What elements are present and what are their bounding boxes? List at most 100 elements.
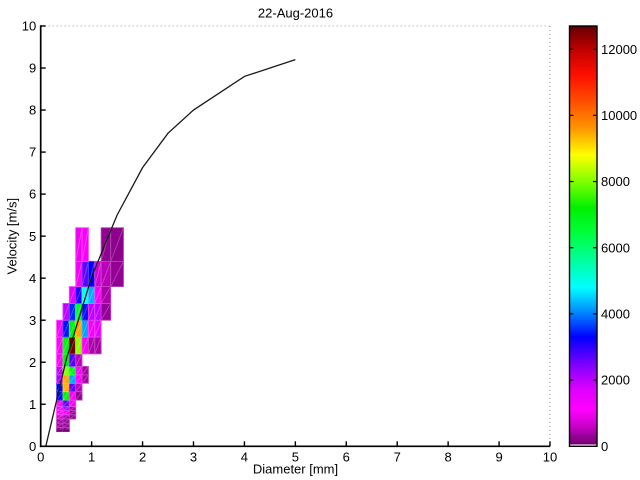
cell-diagonal <box>62 410 70 416</box>
cell-diagonal <box>56 418 64 424</box>
heatmap-cell <box>62 302 70 321</box>
cell-diagonal <box>62 422 70 428</box>
heatmap-cell <box>62 382 70 393</box>
heatmap-cell <box>75 365 83 376</box>
heatmap-cell <box>56 336 64 355</box>
heatmap-cell <box>75 260 83 288</box>
cell-diagonal <box>68 382 77 392</box>
y-tick-label: 3 <box>29 313 36 328</box>
cell-diagonal <box>56 422 64 428</box>
heatmap-cell <box>68 319 77 338</box>
cell-diagonal <box>56 320 64 338</box>
heatmap-cell <box>56 399 64 407</box>
cell-diagonal <box>56 336 64 354</box>
cell-diagonal <box>81 261 89 287</box>
cell-diagonal <box>75 374 83 384</box>
cell-diagonal <box>68 303 77 321</box>
x-tick-label: 9 <box>495 450 502 465</box>
cell-diagonal <box>62 418 70 424</box>
cell-diagonal <box>94 261 102 287</box>
colorbar-tick-label: 4000 <box>601 307 630 322</box>
y-tick-label: 10 <box>22 19 36 34</box>
cell-diagonal <box>75 366 83 376</box>
x-axis-label: Diameter [mm] <box>253 462 338 477</box>
heatmap-cell <box>87 319 96 338</box>
heatmap-cell <box>68 382 77 393</box>
colorbar: 0 2000 4000 6000 8000 10000 12000 <box>568 25 637 454</box>
colorbar-tick-label: 6000 <box>601 240 630 255</box>
cell-diagonal <box>68 320 77 338</box>
heatmap-cell <box>56 319 64 338</box>
heatmap-cell <box>68 353 77 367</box>
plot-title: 22-Aug-2016 <box>258 6 333 21</box>
heatmap-cell <box>75 286 83 304</box>
colorbar-gradient <box>568 25 598 447</box>
cell-diagonal <box>69 405 76 411</box>
cell-diagonal <box>56 399 64 407</box>
cell-diagonal <box>100 286 112 304</box>
cell-diagonal <box>81 303 89 321</box>
heatmap-cell <box>68 405 77 412</box>
heatmap-cell <box>62 426 70 433</box>
heatmap-cells <box>56 227 124 433</box>
cell-diagonal <box>81 366 89 376</box>
cell-diagonal <box>94 286 102 304</box>
cell-diagonal <box>110 227 124 262</box>
heatmap-cell <box>100 302 112 321</box>
y-tick-label: 9 <box>29 61 36 76</box>
axes: 0 1 2 3 4 5 6 7 8 9 10 0 1 2 3 4 5 6 7 8 9 10 <box>22 19 558 465</box>
cell-diagonal <box>69 399 77 407</box>
heatmap-cell <box>110 227 124 262</box>
cell-diagonal <box>62 391 70 401</box>
heatmap-cell <box>87 302 96 321</box>
cell-diagonal <box>69 414 76 420</box>
cell-diagonal <box>68 366 77 376</box>
cell-diagonal <box>62 405 70 411</box>
cell-diagonal <box>56 366 64 376</box>
heatmap-cell <box>81 336 89 355</box>
cell-diagonal <box>69 410 76 416</box>
y-axis-label: Velocity [m/s] <box>5 198 20 275</box>
heatmap-cell <box>68 365 77 376</box>
cell-diagonal <box>56 410 64 416</box>
cell-diagonal <box>56 414 64 420</box>
cell-diagonal <box>68 353 77 367</box>
cell-diagonal <box>110 261 124 287</box>
cell-diagonal <box>75 391 83 401</box>
cell-diagonal <box>75 286 83 304</box>
cell-diagonal <box>56 353 64 367</box>
cell-diagonal <box>62 303 70 321</box>
cell-diagonal <box>75 303 83 321</box>
heatmap-cell <box>68 414 77 420</box>
cell-diagonal <box>88 303 96 321</box>
heatmap-cell <box>81 260 89 288</box>
heatmap-cell <box>56 414 64 420</box>
cell-diagonal <box>62 336 70 354</box>
heatmap-cell <box>68 410 77 416</box>
terminal-velocity-curve <box>45 59 296 447</box>
cell-diagonal <box>75 353 83 367</box>
heatmap-cell <box>100 260 112 288</box>
heatmap-cell <box>75 374 83 384</box>
cell-diagonal <box>88 286 96 304</box>
heatmap-cell <box>94 302 102 321</box>
heatmap-cell <box>94 286 102 304</box>
cell-diagonal <box>94 320 102 338</box>
cell-diagonal <box>94 303 102 321</box>
heatmap-cell <box>68 399 77 407</box>
cell-diagonal <box>88 336 96 354</box>
heatmap-cell <box>62 399 70 407</box>
heatmap-cell <box>87 286 96 304</box>
cell-diagonal <box>100 261 112 287</box>
heatmap-cell <box>75 336 83 355</box>
cell-diagonal <box>62 382 70 392</box>
x-tick-label: 8 <box>445 450 452 465</box>
heatmap-cell <box>94 260 102 288</box>
x-tick-label: 1 <box>88 450 95 465</box>
x-tick-label: 2 <box>139 450 146 465</box>
y-tick-label: 6 <box>29 187 36 202</box>
cell-diagonal <box>68 286 77 304</box>
heatmap-cell <box>62 410 70 416</box>
